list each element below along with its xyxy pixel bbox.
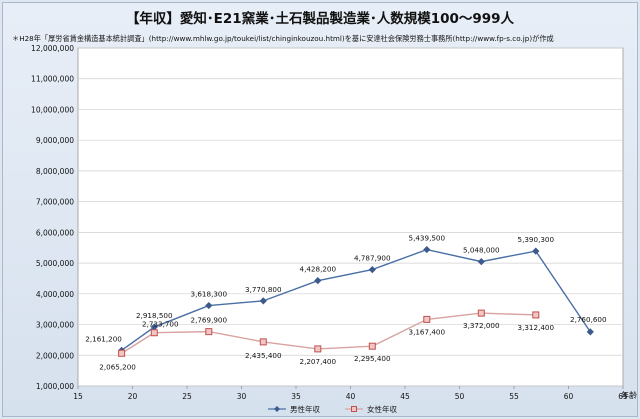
- x-tick-label: 30: [237, 392, 247, 401]
- y-tick-label: 11,000,000: [31, 75, 74, 84]
- data-point: [423, 245, 431, 254]
- legend-marker: [351, 406, 357, 412]
- x-axis: 15 20 25 30 35 40 45 50 55 60 65: [73, 386, 628, 401]
- data-label: 3,770,800: [245, 285, 282, 294]
- data-label: 3,167,400: [409, 327, 446, 336]
- y-tick-label: 5,000,000: [36, 259, 74, 268]
- x-tick-label: 45: [400, 392, 410, 401]
- x-tick-label: 35: [291, 392, 301, 401]
- series-female: 2,065,200 2,733,700 2,769,900 2,435,400 2,20…: [99, 309, 555, 371]
- data-label: 5,439,500: [409, 234, 446, 243]
- data-label: 2,435,400: [245, 351, 282, 360]
- data-label: 3,618,300: [191, 290, 228, 299]
- data-point: [586, 328, 594, 336]
- data-point: [477, 309, 485, 317]
- data-label: 5,048,000: [463, 246, 500, 255]
- data-point: [259, 338, 267, 346]
- data-label: 2,918,500: [136, 311, 173, 320]
- data-point: [532, 311, 540, 319]
- y-tick-label: 2,000,000: [36, 351, 74, 360]
- legend-label: 女性年収: [367, 404, 397, 414]
- y-tick-label: 6,000,000: [36, 228, 74, 237]
- chart-subtitle: ＊H28年「厚労省賃金構造基本統計調査」(http://www.mhlw.go.…: [12, 34, 554, 43]
- data-point: [150, 323, 158, 331]
- y-tick-label: 7,000,000: [36, 198, 74, 207]
- data-point: [205, 301, 213, 310]
- series-layer: 2,161,200 2,918,500 3,618,300 3,770,800 4,42…: [85, 234, 607, 372]
- data-label: 4,787,900: [354, 254, 391, 263]
- data-point: [423, 315, 431, 323]
- legend: 男性年収 女性年収: [268, 404, 397, 414]
- y-axis: 1,000,000 2,000,000 3,000,000 4,000,000 5,00…: [31, 44, 74, 391]
- data-point: [314, 345, 322, 353]
- x-tick-label: 60: [564, 392, 574, 401]
- x-tick-label: 15: [73, 392, 83, 401]
- x-tick-label: 50: [455, 392, 465, 401]
- y-tick-label: 4,000,000: [36, 290, 74, 299]
- data-label: 2,733,700: [142, 320, 179, 329]
- x-tick-label: 20: [128, 392, 138, 401]
- data-point: [368, 266, 376, 274]
- data-label: 2,295,400: [354, 354, 391, 363]
- data-point: [532, 247, 540, 255]
- data-label: 2,207,400: [300, 357, 337, 366]
- data-point: [477, 258, 485, 266]
- data-point: [150, 329, 158, 337]
- data-label: 2,065,200: [99, 362, 136, 371]
- data-label: 2,760,600: [570, 315, 607, 324]
- data-point: [118, 349, 126, 357]
- data-label: 3,372,000: [463, 321, 500, 330]
- data-point: [259, 297, 267, 305]
- y-tick-label: 10,000,000: [31, 105, 74, 114]
- y-tick-label: 9,000,000: [36, 136, 74, 145]
- x-tick-label: 40: [346, 392, 356, 401]
- data-label: 2,769,900: [191, 316, 228, 325]
- series-line: [121, 248, 591, 351]
- x-axis-title: 年齢: [621, 390, 637, 400]
- y-tick-label: 8,000,000: [36, 167, 74, 176]
- data-point: [368, 342, 376, 350]
- chart-title: 【年収】愛知･E21窯業･土石製品製造業･人数規模100～999人: [125, 11, 515, 27]
- x-tick-label: 25: [182, 392, 192, 401]
- y-tick-label: 3,000,000: [36, 321, 74, 330]
- legend-marker: [274, 406, 280, 412]
- x-tick-label: 55: [509, 392, 519, 401]
- data-label: 2,161,200: [85, 334, 122, 343]
- data-label: 5,390,300: [518, 235, 555, 244]
- grid: [78, 47, 623, 387]
- x-tick-label: 65: [618, 392, 628, 401]
- data-point: [205, 328, 213, 336]
- data-label: 4,428,200: [300, 265, 337, 274]
- data-point: [314, 277, 322, 285]
- y-tick-label: 12,000,000: [31, 44, 74, 53]
- plot-area: [77, 47, 624, 387]
- data-label: 3,312,400: [518, 323, 555, 332]
- legend-label: 男性年収: [290, 404, 320, 414]
- series-male: 2,161,200 2,918,500 3,618,300 3,770,800 4,42…: [85, 234, 607, 354]
- y-tick-label: 1,000,000: [36, 382, 74, 391]
